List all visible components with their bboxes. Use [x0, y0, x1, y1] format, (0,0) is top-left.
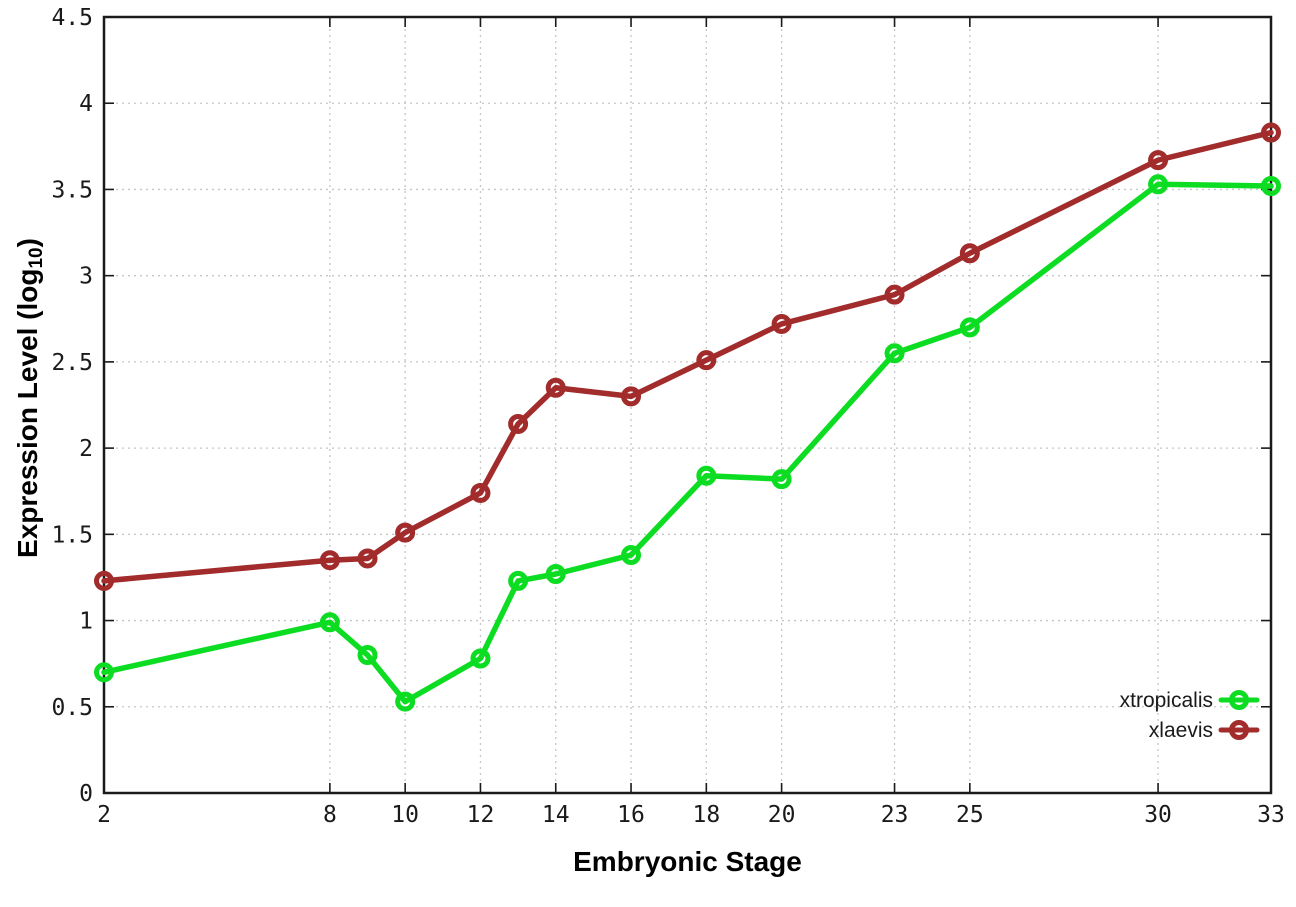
- legend-label-xlaevis: xlaevis: [1149, 719, 1213, 742]
- data-point-marker-xtropicalis: [470, 648, 491, 669]
- y-tick-label: 0: [79, 781, 93, 807]
- y-tick-label: 1.5: [51, 522, 93, 548]
- data-point-marker-xtropicalis: [884, 343, 905, 364]
- y-axis-label: Expression Level (log10): [12, 238, 48, 558]
- y-axis-label-prefix: Expression Level (log: [12, 268, 43, 558]
- x-tick-label: 18: [692, 802, 720, 828]
- x-tick-label: 8: [323, 802, 337, 828]
- data-point-marker-xlaevis: [508, 413, 529, 434]
- y-axis-label-suffix: ): [12, 238, 43, 248]
- y-tick-label: 1: [79, 609, 93, 635]
- data-point-marker-xlaevis: [94, 570, 114, 591]
- x-tick-label: 20: [768, 802, 796, 828]
- data-point-marker-xtropicalis: [696, 465, 717, 486]
- data-point-marker-xlaevis: [319, 550, 340, 571]
- data-point-marker-xtropicalis: [959, 317, 980, 338]
- y-tick-label: 4: [79, 91, 93, 117]
- legend-sample-marker-xtropicalis: [1229, 690, 1249, 710]
- data-point-marker-xlaevis: [771, 313, 792, 334]
- x-tick-label: 30: [1144, 802, 1172, 828]
- x-tick-label: 14: [542, 802, 570, 828]
- x-tick-label: 25: [956, 802, 984, 828]
- data-point-marker-xtropicalis: [319, 612, 340, 633]
- data-point-marker-xlaevis: [1261, 122, 1281, 143]
- data-point-marker-xtropicalis: [1261, 175, 1281, 196]
- y-tick-label: 2: [79, 436, 93, 462]
- data-point-marker-xlaevis: [696, 350, 717, 371]
- series-line-xlaevis: [101, 129, 1274, 584]
- plot-border: [102, 15, 1273, 795]
- legend-label-xtropicalis: xtropicalis: [1120, 689, 1213, 712]
- y-tick-label: 3.5: [51, 177, 93, 203]
- data-point-marker-xtropicalis: [545, 563, 566, 584]
- data-point-marker-xlaevis: [395, 522, 416, 543]
- data-point-marker-xtropicalis: [508, 570, 529, 591]
- data-point-marker-xtropicalis: [395, 691, 416, 712]
- y-tick-label: 4.5: [51, 5, 93, 31]
- x-tick-label: 12: [467, 802, 495, 828]
- x-tick-label: 16: [617, 802, 645, 828]
- data-point-marker-xlaevis: [545, 377, 566, 398]
- data-point-marker-xlaevis: [1148, 150, 1169, 171]
- data-point-marker-xlaevis: [959, 243, 980, 264]
- data-point-marker-xlaevis: [621, 386, 642, 407]
- series-line-xtropicalis: [101, 181, 1274, 705]
- data-point-marker-xlaevis: [470, 482, 491, 503]
- x-tick-label: 33: [1257, 802, 1285, 828]
- y-tick-label: 2.5: [51, 350, 93, 376]
- data-point-marker-xtropicalis: [1148, 174, 1169, 195]
- x-tick-label: 23: [881, 802, 909, 828]
- x-axis-label: Embryonic Stage: [573, 846, 802, 877]
- legend-sample-marker-xlaevis: [1229, 720, 1249, 740]
- y-tick-label: 0.5: [51, 695, 93, 721]
- data-point-marker-xtropicalis: [94, 662, 114, 683]
- data-point-marker-xlaevis: [884, 284, 905, 305]
- data-point-marker-xlaevis: [357, 548, 378, 569]
- y-axis-label-subscript: 10: [26, 247, 48, 269]
- y-tick-label: 3: [79, 264, 93, 290]
- data-point-marker-xtropicalis: [771, 469, 792, 490]
- x-tick-label: 2: [97, 802, 111, 828]
- data-point-marker-xtropicalis: [621, 545, 642, 566]
- x-tick-label: 10: [391, 802, 419, 828]
- data-point-marker-xtropicalis: [357, 645, 378, 666]
